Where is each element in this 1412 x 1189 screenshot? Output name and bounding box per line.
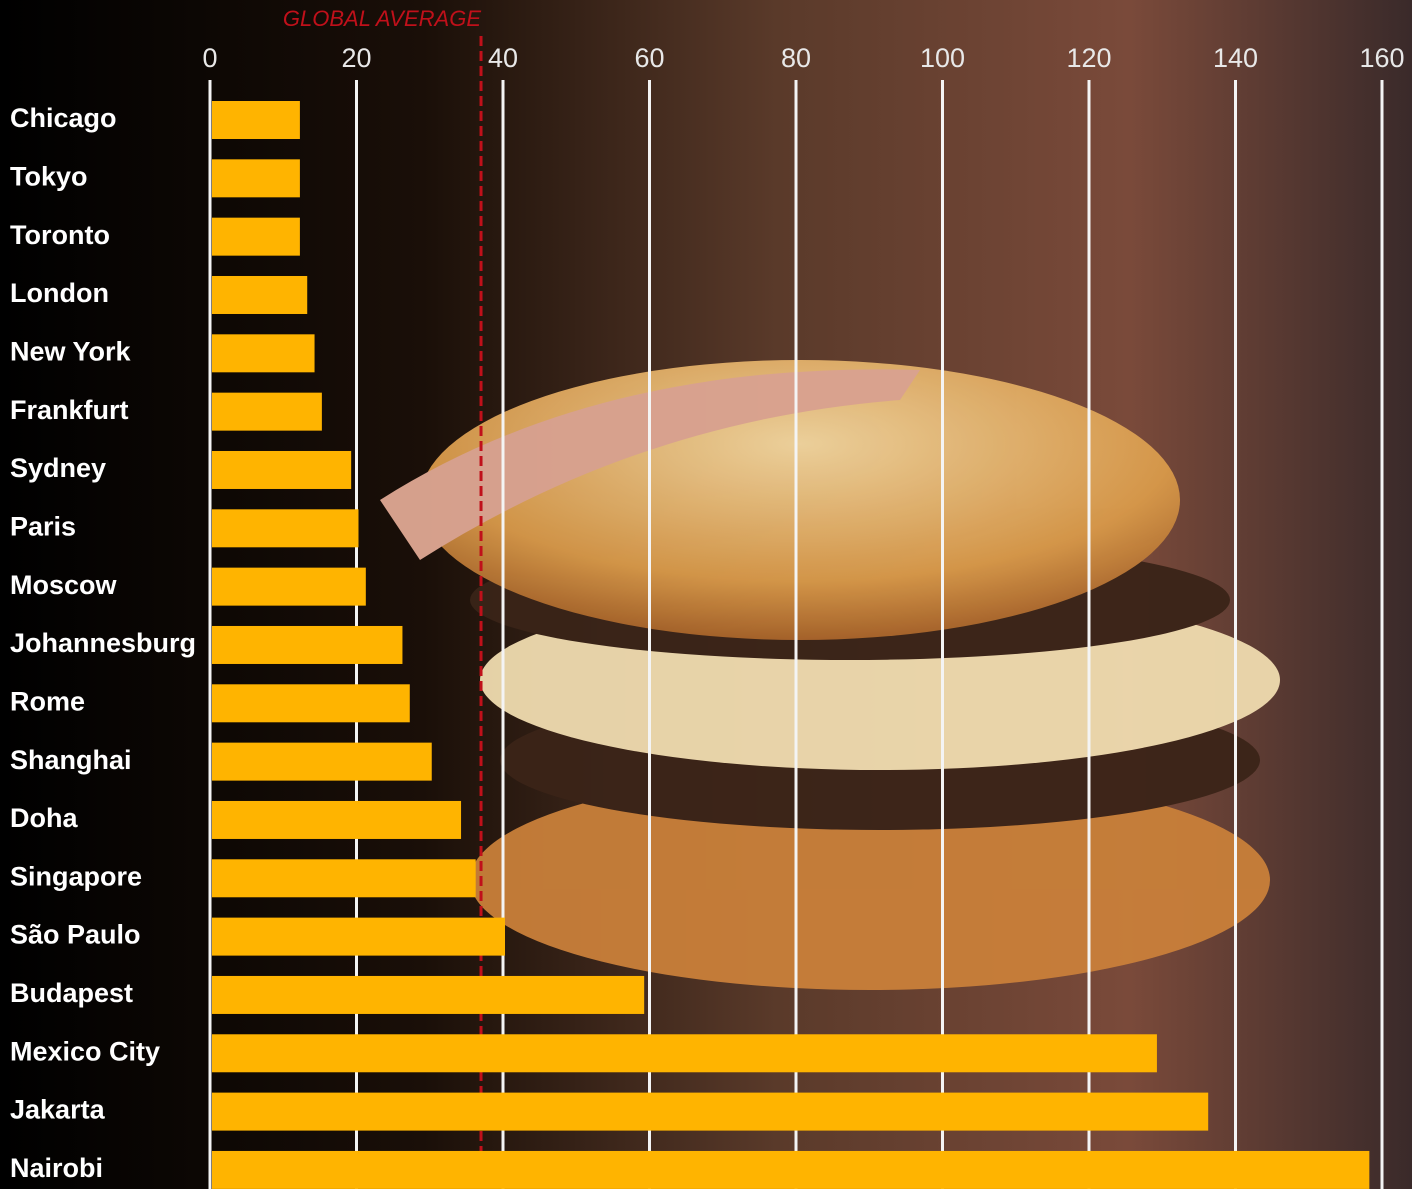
bar — [212, 509, 359, 548]
x-tick-label: 160 — [1359, 43, 1404, 73]
category-label: São Paulo — [10, 920, 141, 950]
bar — [212, 859, 476, 898]
category-label: Moscow — [10, 570, 118, 600]
bar — [212, 392, 322, 431]
bar — [212, 1034, 1157, 1073]
category-label: Jakarta — [10, 1095, 106, 1125]
category-label: Rome — [10, 686, 85, 716]
category-label: Sydney — [10, 453, 106, 483]
category-label: Chicago — [10, 103, 117, 133]
category-label: Doha — [10, 803, 78, 833]
category-label: Mexico City — [10, 1036, 160, 1066]
x-tick-label: 40 — [488, 43, 518, 73]
global-average-label: GLOBAL AVERAGE — [283, 6, 481, 31]
bar — [212, 450, 352, 489]
bar — [212, 159, 300, 198]
bar — [212, 275, 308, 314]
bar — [212, 101, 300, 139]
bar — [212, 1150, 1370, 1189]
category-label: Toronto — [10, 220, 110, 250]
category-label: New York — [10, 336, 132, 366]
bar — [212, 684, 410, 723]
category-label: Frankfurt — [10, 395, 129, 425]
bar — [212, 625, 403, 664]
bar — [212, 975, 645, 1014]
bar — [212, 800, 462, 839]
x-tick-label: 100 — [920, 43, 965, 73]
category-label: Nairobi — [10, 1153, 103, 1183]
x-tick-label: 60 — [634, 43, 664, 73]
category-label: London — [10, 278, 109, 308]
x-tick-label: 80 — [781, 43, 811, 73]
category-label: Tokyo — [10, 161, 88, 191]
category-label: Shanghai — [10, 745, 132, 775]
category-label: Budapest — [10, 978, 133, 1008]
bar — [212, 217, 300, 256]
x-tick-label: 140 — [1213, 43, 1258, 73]
bar — [212, 334, 315, 373]
x-tick-label: 20 — [341, 43, 371, 73]
category-label: Paris — [10, 511, 76, 541]
category-label: Johannesburg — [10, 628, 196, 658]
bar — [212, 1092, 1209, 1131]
x-tick-label: 120 — [1066, 43, 1111, 73]
bar — [212, 917, 505, 956]
x-tick-label: 0 — [202, 43, 217, 73]
bar — [212, 742, 432, 781]
bar — [212, 567, 366, 606]
category-label: Singapore — [10, 861, 142, 891]
burger-photo — [380, 360, 1280, 990]
